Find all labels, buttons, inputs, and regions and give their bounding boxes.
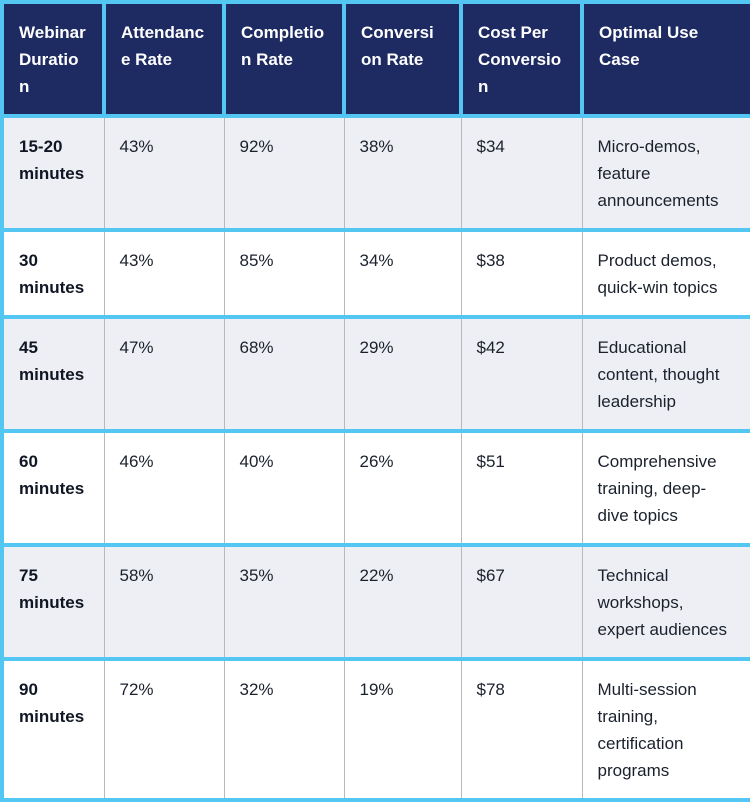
- cell-attendance-rate: 46%: [104, 431, 225, 547]
- cell-duration: 15-20 minutes: [2, 116, 105, 232]
- cell-use-case: Educational content, thought leadership: [582, 317, 750, 433]
- cell-use-case: Micro-demos, feature announcements: [582, 116, 750, 232]
- cell-use-case: Product demos, quick-win topics: [582, 230, 750, 319]
- table-header: Webinar Duration Attendance Rate Complet…: [2, 2, 750, 118]
- cell-attendance-rate: 43%: [104, 116, 225, 232]
- cell-cost-per-conversion: $67: [461, 545, 583, 661]
- cell-cost-per-conversion: $51: [461, 431, 583, 547]
- column-header-attendance-rate: Attendance Rate: [104, 2, 226, 118]
- cell-conversion-rate: 22%: [344, 545, 462, 661]
- cell-completion-rate: 40%: [224, 431, 345, 547]
- cell-attendance-rate: 58%: [104, 545, 225, 661]
- cell-conversion-rate: 19%: [344, 659, 462, 800]
- cell-attendance-rate: 72%: [104, 659, 225, 800]
- cell-use-case: Multi-session training, certification pr…: [597, 680, 697, 780]
- column-header-optimal-use-case: Optimal Use Case: [582, 2, 750, 118]
- cell-cost-per-conversion: $78: [461, 659, 583, 800]
- column-header-completion-rate: Completion Rate: [224, 2, 346, 118]
- cell-use-case: Technical workshops, expert audiences: [582, 545, 750, 661]
- cell-duration: 45 minutes: [2, 317, 105, 433]
- cell-completion-rate: 35%: [224, 545, 345, 661]
- cell-duration: 90 minutes: [2, 659, 105, 800]
- cell-use-case: Comprehensive training, deep-dive topics: [582, 431, 750, 547]
- cell-cost-per-conversion: $34: [461, 116, 583, 232]
- cell-completion-rate: 32%: [224, 659, 345, 800]
- cell-attendance-rate: 47%: [104, 317, 225, 433]
- column-header-webinar-duration: Webinar Duration: [2, 2, 106, 118]
- table-row: 90 minutes 72% 32% 19% $78 Multi-session…: [2, 659, 750, 800]
- cell-conversion-rate: 26%: [344, 431, 462, 547]
- table-row: 15-20 minutes 43% 92% 38% $34 Micro-demo…: [2, 116, 750, 232]
- cell-conversion-rate: 29%: [344, 317, 462, 433]
- cell-attendance-rate: 43%: [104, 230, 225, 319]
- table-row: 60 minutes 46% 40% 26% $51 Comprehensive…: [2, 431, 750, 547]
- table-row: 30 minutes 43% 85% 34% $38 Product demos…: [2, 230, 750, 319]
- cell-conversion-rate: 38%: [344, 116, 462, 232]
- cell-duration: 30 minutes: [2, 230, 105, 319]
- cell-completion-rate: 92%: [224, 116, 345, 232]
- table-row: 45 minutes 47% 68% 29% $42 Educational c…: [2, 317, 750, 433]
- table-body: 15-20 minutes 43% 92% 38% $34 Micro-demo…: [2, 116, 750, 800]
- cell-duration: 75 minutes: [2, 545, 105, 661]
- table-row: 75 minutes 58% 35% 22% $67 Technical wor…: [2, 545, 750, 661]
- header-row: Webinar Duration Attendance Rate Complet…: [2, 2, 750, 118]
- cell-duration: 60 minutes: [2, 431, 105, 547]
- column-header-conversion-rate: Conversion Rate: [344, 2, 463, 118]
- cell-conversion-rate: 34%: [344, 230, 462, 319]
- column-header-cost-per-conversion: Cost Per Conversion: [461, 2, 584, 118]
- cell-cost-per-conversion: $38: [461, 230, 583, 319]
- cell-completion-rate: 85%: [224, 230, 345, 319]
- cell-cost-per-conversion: $42: [461, 317, 583, 433]
- cell-completion-rate: 68%: [224, 317, 345, 433]
